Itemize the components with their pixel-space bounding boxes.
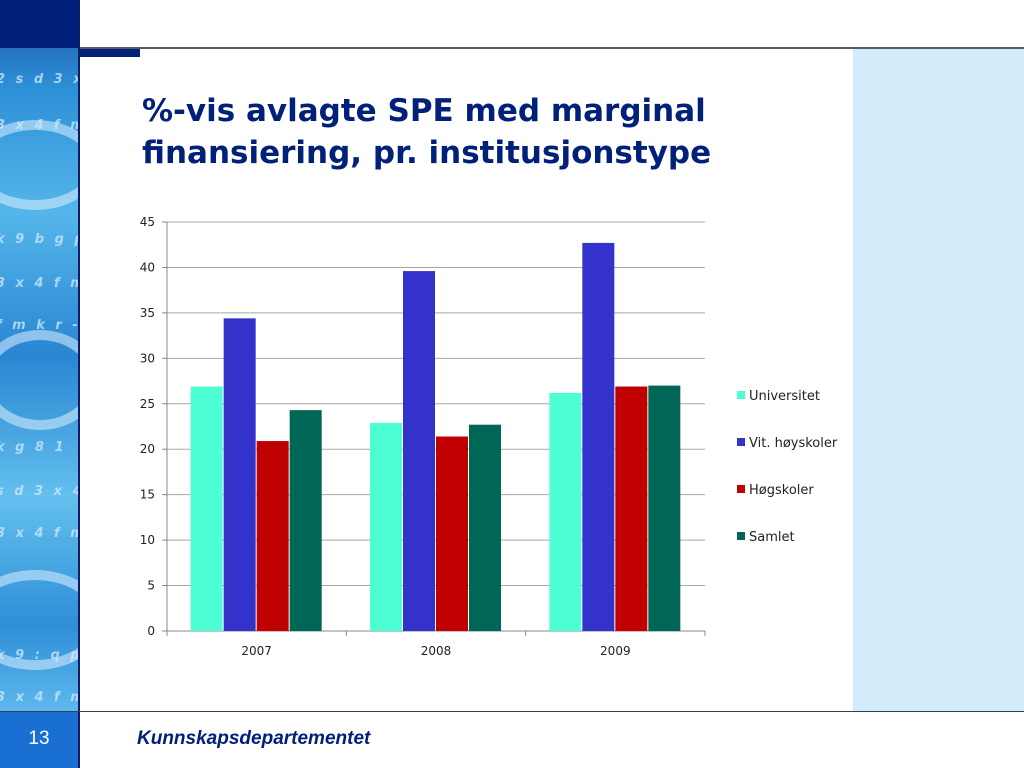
bar-samlet-2007 <box>289 410 322 631</box>
bar-universitet-2007 <box>190 386 223 631</box>
decorative-swirl <box>0 570 78 670</box>
legend-label: Vit. høyskoler <box>749 436 838 451</box>
sidebar-glyph-row: f m k r - 7 y <box>0 318 78 333</box>
legend-swatch <box>737 532 745 540</box>
sidebar-glyph-row: k g 8 1 <box>0 440 67 455</box>
y-tick-label: 20 <box>140 442 155 456</box>
sidebar-glyph-row: 3 x 4 f m k <box>0 276 78 291</box>
footer-rule <box>0 711 1024 712</box>
bar-h-gskoler-2007 <box>256 441 289 631</box>
y-tick-label: 40 <box>140 260 155 274</box>
sidebar-glyph-row: 3 x 4 f m k <box>0 118 78 133</box>
slide-title: %-vis avlagte SPE med marginal finansier… <box>142 93 712 171</box>
bar-samlet-2008 <box>469 424 501 631</box>
legend-label: Høgskoler <box>749 483 814 498</box>
decorative-swirl <box>0 120 78 210</box>
bar-chart: 0 5 10 15 20 25 30 35 40 45 2007 2008 2009 Universite… <box>140 215 838 658</box>
sidebar-glyph-row: 3 x 4 f m k <box>0 690 78 705</box>
bar-universitet-2009 <box>549 392 582 631</box>
sidebar-glyph-row: 2 s d 3 x 4 <box>0 72 78 87</box>
sidebar-glyph-row: 3 x 4 f m k <box>0 526 78 541</box>
decorative-sidebar: 2 s d 3 x 4 3 x 4 f m k k 9 b g p 2 3 x 4 f… <box>0 0 78 711</box>
sidebar-divider <box>78 0 80 711</box>
slide-number-box: 13 <box>0 712 78 768</box>
header-rule <box>80 47 1024 49</box>
bar-samlet-2009 <box>648 385 681 631</box>
legend-swatch <box>737 485 745 493</box>
y-tick-label: 35 <box>140 306 155 320</box>
footer-divider <box>78 712 80 768</box>
bar-vit-h-yskoler-2007 <box>223 318 256 631</box>
header-accent-bar <box>80 49 140 57</box>
bar-vit-h-yskoler-2008 <box>403 271 435 631</box>
legend-swatch <box>737 438 745 446</box>
x-tick-label: 2007 <box>241 644 272 658</box>
y-tick-label: 10 <box>140 533 155 547</box>
x-tick-label: 2009 <box>600 644 631 658</box>
y-tick-label: 5 <box>147 579 155 593</box>
right-side-panel <box>853 49 1024 711</box>
bar-h-gskoler-2009 <box>615 386 648 631</box>
y-tick-label: 45 <box>140 215 155 229</box>
slide-number: 13 <box>28 728 50 749</box>
legend-label: Universitet <box>749 389 820 404</box>
sidebar-glyph-row: k 9 : q p 2 <box>0 648 78 663</box>
sidebar-top-block <box>0 0 78 48</box>
sidebar-glyph-row: k 9 b g p 2 <box>0 232 78 247</box>
y-tick-label: 15 <box>140 488 155 502</box>
legend-swatch <box>737 391 745 399</box>
y-tick-label: 0 <box>147 624 155 638</box>
legend-label: Samlet <box>749 530 795 545</box>
y-tick-label: 30 <box>140 351 155 365</box>
sidebar-glyph-row: s d 3 x 4 <box>0 484 78 499</box>
bar-h-gskoler-2008 <box>436 436 468 631</box>
footer-organization: Kunnskapsdepartementet <box>137 728 371 749</box>
bar-universitet-2008 <box>370 422 402 631</box>
decorative-swirl <box>0 330 78 430</box>
bar-vit-h-yskoler-2009 <box>582 242 615 631</box>
y-tick-label: 25 <box>140 397 155 411</box>
x-tick-label: 2008 <box>421 644 452 658</box>
